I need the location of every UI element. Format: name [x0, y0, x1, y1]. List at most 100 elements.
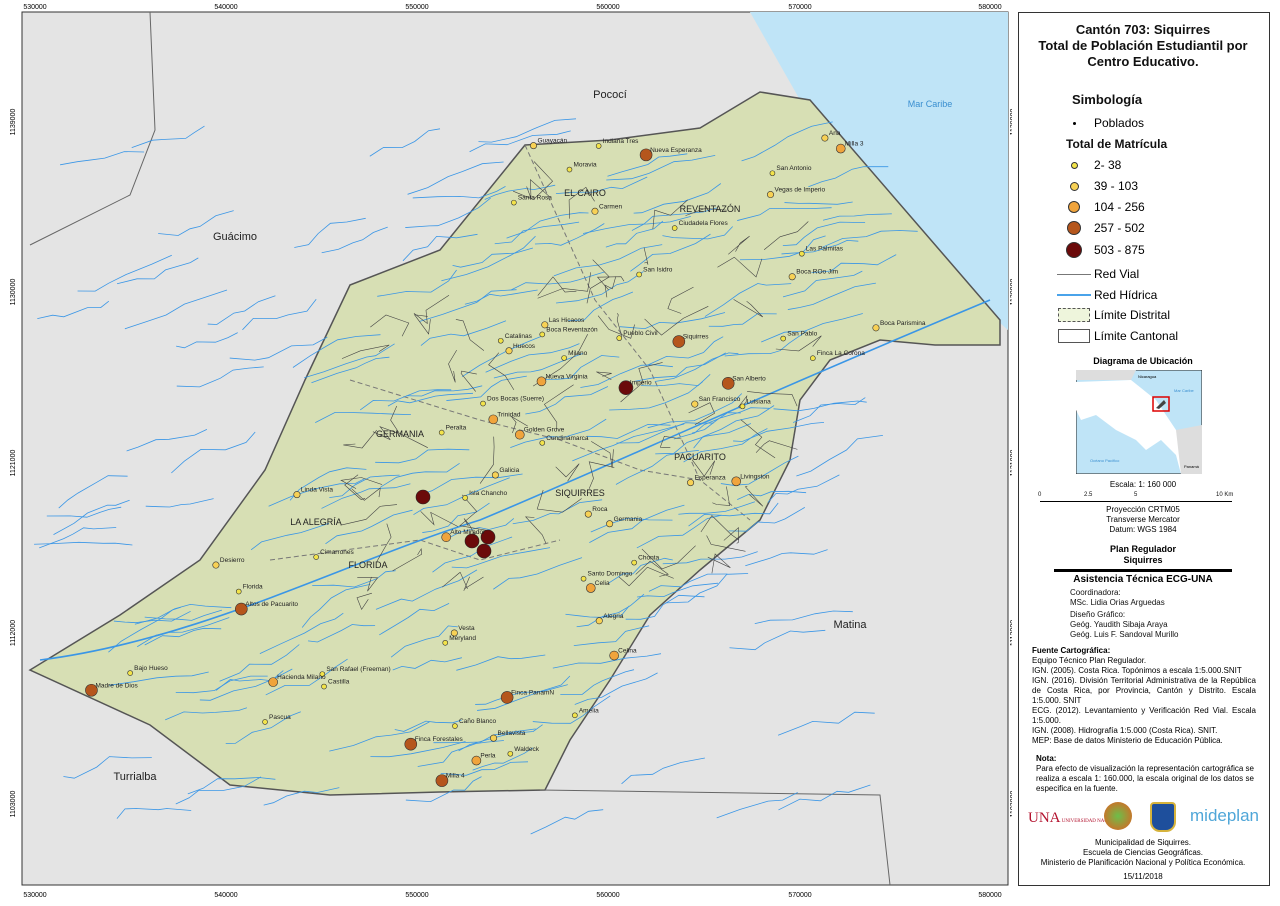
school-point[interactable] [500, 691, 514, 704]
river [158, 210, 234, 236]
river [573, 625, 650, 647]
school-point[interactable] [572, 712, 578, 719]
school-point[interactable] [435, 774, 449, 787]
school-point[interactable] [539, 331, 546, 338]
school-point[interactable] [514, 429, 525, 440]
school-point[interactable] [872, 324, 880, 332]
river [630, 233, 711, 272]
school-point[interactable] [591, 207, 599, 215]
river [761, 313, 863, 343]
school-point[interactable] [476, 543, 492, 559]
school-point[interactable] [672, 335, 686, 348]
school-point[interactable] [471, 755, 482, 766]
school-point[interactable] [609, 650, 619, 661]
school-point[interactable] [464, 533, 480, 549]
school-point[interactable] [766, 191, 774, 199]
school-point[interactable] [127, 670, 133, 676]
place-label: Imperio [630, 380, 652, 387]
school-point[interactable] [687, 479, 695, 487]
school-point[interactable] [731, 476, 742, 487]
school-point[interactable] [595, 143, 602, 149]
school-point[interactable] [606, 520, 614, 528]
school-point[interactable] [769, 170, 776, 177]
school-point[interactable] [595, 617, 603, 625]
legend-label: Poblados [1094, 116, 1145, 130]
school-point[interactable] [85, 683, 98, 697]
school-point[interactable] [835, 143, 846, 154]
school-point[interactable] [404, 737, 418, 751]
school-point[interactable] [442, 639, 449, 646]
circle-icon [1070, 161, 1078, 169]
school-point[interactable] [536, 376, 547, 387]
school-point[interactable] [262, 719, 268, 725]
school-point[interactable] [505, 347, 513, 355]
school-point[interactable] [631, 559, 637, 566]
place-label: Caño Blanco [459, 718, 497, 725]
river [359, 389, 452, 411]
school-point[interactable] [462, 495, 468, 501]
river [607, 557, 673, 584]
school-point[interactable] [566, 166, 573, 173]
school-point[interactable] [511, 199, 517, 206]
school-point[interactable] [810, 355, 816, 362]
map-canvas[interactable]: 530000 530000 540000 540000 550000 550000 5600… [0, 0, 1012, 906]
school-point[interactable] [585, 583, 596, 593]
x-tick-label: 530000 [23, 892, 46, 899]
school-point[interactable] [441, 532, 451, 543]
school-point[interactable] [821, 134, 829, 142]
school-point[interactable] [293, 491, 301, 499]
river [207, 295, 276, 325]
school-point[interactable] [268, 677, 278, 687]
road [340, 477, 383, 489]
school-point[interactable] [788, 273, 796, 281]
school-point[interactable] [480, 400, 486, 407]
school-point[interactable] [507, 750, 514, 757]
cantonal-boundary [29, 11, 156, 246]
school-point[interactable] [639, 148, 653, 162]
school-point[interactable] [780, 335, 787, 342]
school-point[interactable] [539, 440, 546, 446]
school-point[interactable] [450, 629, 458, 637]
school-point[interactable] [235, 602, 248, 616]
school-point[interactable] [491, 471, 499, 479]
circle-icon [1069, 181, 1079, 191]
school-point[interactable] [497, 337, 504, 344]
school-point[interactable] [452, 723, 458, 729]
ecg-logo [1104, 802, 1132, 830]
river [394, 719, 462, 732]
school-point[interactable] [490, 734, 498, 742]
school-point[interactable] [739, 403, 746, 410]
river [412, 186, 506, 199]
fuente-item: Equipo Técnico Plan Regulador. [1032, 656, 1147, 665]
x-tick-label: 570000 [788, 4, 811, 11]
school-point[interactable] [321, 683, 327, 690]
box-icon [1058, 329, 1090, 343]
river [560, 669, 635, 695]
school-point[interactable] [721, 377, 735, 390]
nota-text: Para efecto de visualización la represen… [1036, 764, 1254, 793]
school-point[interactable] [313, 554, 319, 560]
school-point[interactable] [235, 588, 242, 595]
school-point[interactable] [530, 142, 538, 150]
place-label: Finca PanamN [511, 689, 554, 696]
school-point[interactable] [691, 400, 699, 408]
school-point[interactable] [438, 429, 445, 436]
fuente-item: MEP: Base de datos Ministerio de Educaci… [1032, 736, 1223, 745]
school-point[interactable] [415, 489, 431, 505]
circle-icon [1067, 221, 1081, 235]
river [413, 477, 510, 516]
school-point[interactable] [584, 510, 592, 518]
legend-class: 2- 38 [1054, 158, 1121, 172]
school-point[interactable] [636, 271, 642, 278]
school-point[interactable] [319, 671, 326, 677]
school-point[interactable] [671, 225, 678, 231]
school-point[interactable] [561, 355, 567, 361]
school-point[interactable] [488, 414, 499, 425]
school-point[interactable] [480, 529, 496, 545]
school-point[interactable] [580, 575, 587, 582]
school-point[interactable] [212, 561, 220, 569]
school-point[interactable] [618, 380, 634, 396]
school-point[interactable] [798, 250, 805, 257]
school-point[interactable] [616, 335, 623, 341]
school-point[interactable] [541, 321, 549, 329]
